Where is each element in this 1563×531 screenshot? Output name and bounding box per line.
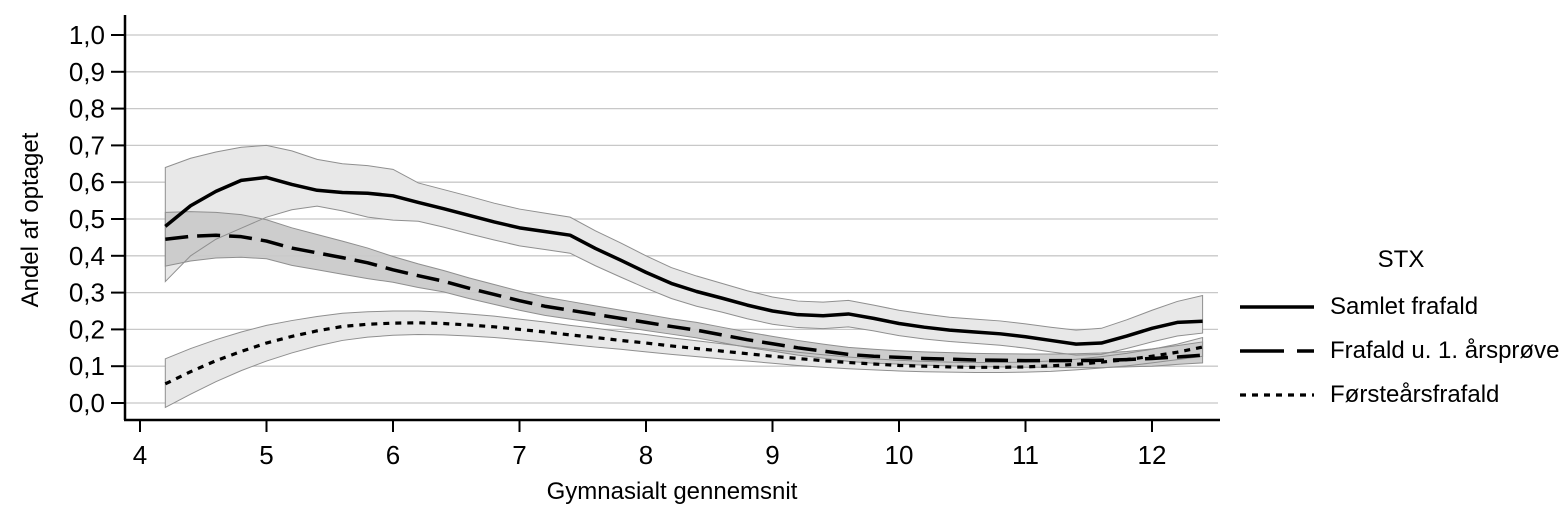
y-tick-label: 0,0 — [69, 388, 105, 418]
y-axis-title: Andel af optaget — [17, 132, 44, 308]
ci-band-0 — [165, 145, 1203, 356]
series-line-1 — [165, 233, 1203, 363]
legend-label: Samlet frafald — [1330, 293, 1479, 320]
series-line-2 — [164, 321, 1203, 386]
x-axis-title: Gymnasialt gennemsnit — [546, 478, 798, 505]
x-tick-label: 4 — [133, 440, 147, 470]
y-tick-label: 0,8 — [69, 94, 105, 124]
x-tick-label: 11 — [1012, 440, 1039, 470]
y-tick-label: 0,1 — [69, 351, 105, 381]
legend-label: Frafald u. 1. årsprøve — [1330, 337, 1560, 364]
confidence-bands — [165, 145, 1203, 408]
x-tick-label: 6 — [386, 440, 400, 470]
ci-outline-0 — [164, 144, 1204, 356]
dotted-line-sample — [1240, 393, 1314, 397]
x-tick-label: 12 — [1138, 440, 1167, 470]
ci-outline-1 — [164, 211, 1204, 369]
x-tick-label: 10 — [885, 440, 914, 470]
y-tick-label: 0,4 — [69, 241, 105, 271]
legend: STX Samlet frafald Frafald u. 1. årsprøv… — [1238, 246, 1563, 424]
legend-item-frafald-u-aarsproeve: Frafald u. 1. årsprøve — [1238, 336, 1563, 366]
ci-band-1 — [165, 211, 1203, 368]
y-tick-label: 0,7 — [69, 130, 105, 160]
y-tick-label: 0,9 — [69, 57, 105, 87]
series-line-0 — [164, 175, 1203, 346]
y-tick-label: 0,6 — [69, 167, 105, 197]
legend-item-samlet-frafald: Samlet frafald — [1238, 292, 1563, 322]
y-tick-label: 1,0 — [69, 20, 105, 50]
y-tick-label: 0,5 — [69, 204, 105, 234]
y-tick-label: 0,2 — [69, 314, 105, 344]
long-dash-line-sample — [1240, 349, 1314, 353]
legend-label: Førsteårsfrafald — [1330, 381, 1500, 408]
x-tick-label: 9 — [765, 440, 779, 470]
x-tick-label: 5 — [259, 440, 273, 470]
solid-line-sample — [1240, 305, 1314, 309]
y-tick-label: 0,3 — [69, 278, 105, 308]
x-ticks: 4 5 6 7 8 9 10 11 12 — [133, 420, 1167, 470]
axes — [123, 15, 1220, 422]
confidence-band-outlines — [164, 144, 1204, 409]
x-tick-label: 8 — [639, 440, 653, 470]
series-lines — [164, 175, 1203, 386]
x-tick-label: 7 — [512, 440, 526, 470]
legend-item-foersteaarsfrafald: Førsteårsfrafald — [1238, 380, 1563, 410]
y-ticks: 0,0 0,1 0,2 0,3 0,4 0,5 0,6 0,7 0,8 0,9 1,0 — [69, 20, 125, 418]
legend-title: STX — [1377, 246, 1425, 273]
